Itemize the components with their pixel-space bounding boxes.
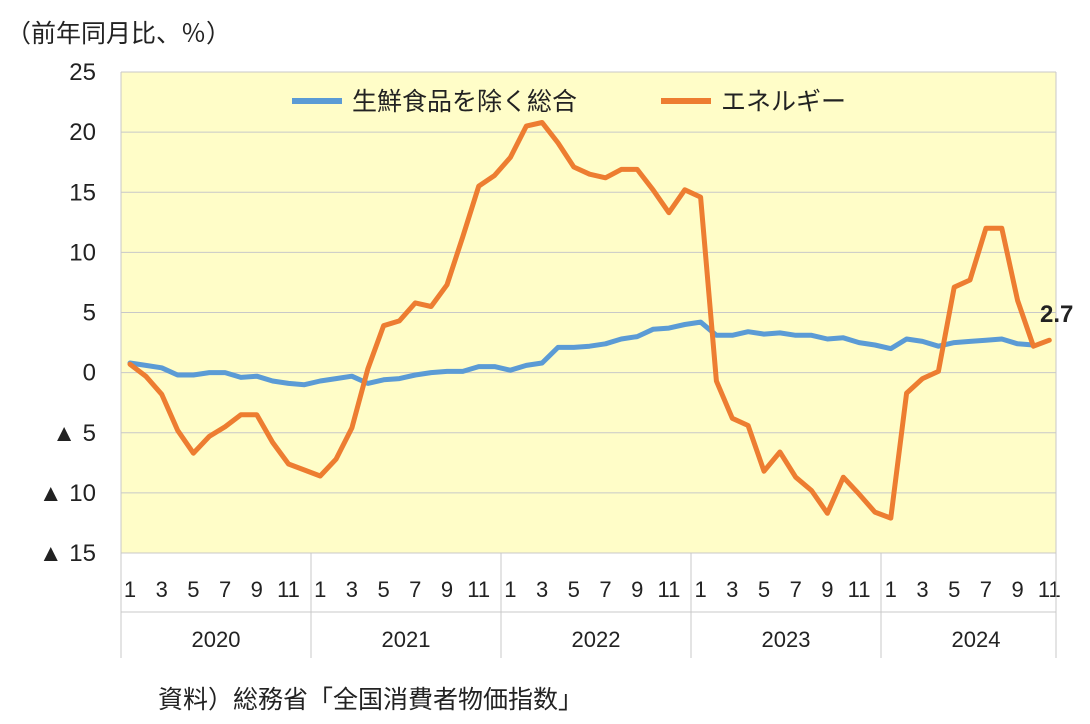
x-tick-label: 1: [694, 577, 706, 602]
x-tick-label: 11: [848, 577, 871, 602]
y-tick-label: ▲ 5: [52, 420, 96, 447]
x-tick-label: 3: [726, 577, 738, 602]
y-axis: 25 20 15 10 5 0 ▲ 5 ▲ 10 ▲ 15: [39, 59, 96, 567]
series-lines: [127, 120, 1052, 521]
x-tick-label: 9: [631, 577, 643, 602]
x-tick-label: 5: [758, 577, 770, 602]
x-tick-label: 1: [124, 577, 136, 602]
x-tick-label: 9: [251, 577, 263, 602]
x-tick-label: 7: [790, 577, 802, 602]
x-tick-label: 7: [409, 577, 421, 602]
year-label: 2020: [192, 627, 241, 652]
x-tick-label: 5: [187, 577, 199, 602]
x-tick-label: 7: [980, 577, 992, 602]
x-tick-label: 11: [1038, 577, 1061, 602]
x-tick-label: 5: [377, 577, 389, 602]
legend-label-energy: エネルギー: [721, 87, 846, 116]
y-tick-label: 20: [69, 119, 96, 146]
x-tick-label: 3: [916, 577, 928, 602]
year-label: 2021: [382, 627, 431, 652]
x-tick-label: 11: [467, 577, 490, 602]
x-tick-label: 1: [885, 577, 897, 602]
energy-line: [127, 120, 1052, 521]
legend-label-core-cpi: 生鮮食品を除く総合: [352, 87, 577, 116]
x-tick-label: 11: [277, 577, 300, 602]
source-note: 資料）総務省「全国消費者物価指数」: [158, 685, 584, 714]
y-tick-label: 5: [83, 300, 96, 327]
x-tick-label: 9: [1011, 577, 1023, 602]
x-tick-label: 3: [536, 577, 548, 602]
y-tick-label: 10: [69, 239, 96, 266]
x-tick-label: 9: [441, 577, 453, 602]
y-tick-label: 25: [69, 59, 96, 86]
year-label: 2023: [762, 627, 811, 652]
x-tick-label: 5: [568, 577, 580, 602]
last-value-label: 2.7: [1040, 301, 1073, 328]
year-label: 2024: [952, 627, 1001, 652]
x-tick-label: 7: [599, 577, 611, 602]
x-tick-label: 3: [346, 577, 358, 602]
y-tick-label: ▲ 15: [39, 540, 96, 567]
y-tick-label: ▲ 10: [39, 480, 96, 507]
x-tick-label: 7: [219, 577, 231, 602]
year-label: 2022: [572, 627, 621, 652]
unit-label: （前年同月比、％）: [6, 19, 232, 48]
x-tick-label: 9: [821, 577, 833, 602]
y-tick-label: 15: [69, 179, 96, 206]
x-tick-label: 3: [156, 577, 168, 602]
x-tick-label: 1: [314, 577, 326, 602]
x-tick-label: 1: [504, 577, 516, 602]
x-tick-label: 11: [657, 577, 680, 602]
core-cpi-line: [127, 319, 1036, 388]
x-tick-label: 5: [948, 577, 960, 602]
legend: 生鮮食品を除く総合 エネルギー: [292, 87, 846, 116]
y-tick-label: 0: [83, 360, 96, 387]
